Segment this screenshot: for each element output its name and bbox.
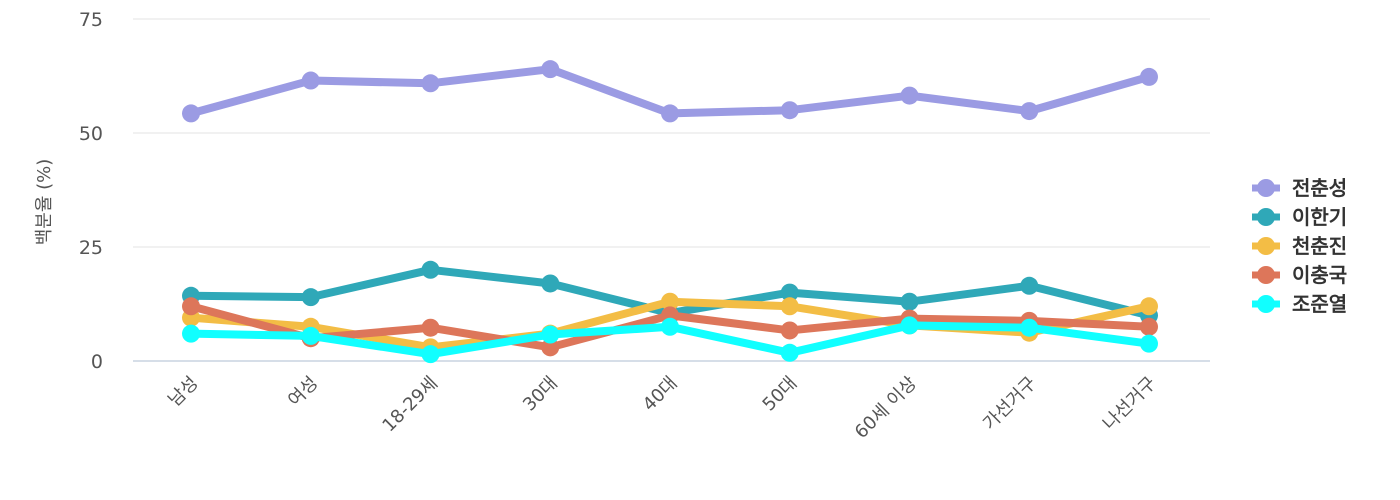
data-point <box>421 74 440 93</box>
x-category-label: 50대 <box>759 373 802 416</box>
legend-item: 조준열 <box>1252 292 1347 316</box>
x-category-label: 30대 <box>519 373 562 416</box>
legend-label: 천춘진 <box>1292 234 1347 258</box>
data-point <box>1020 276 1039 295</box>
data-point <box>780 283 799 302</box>
data-point <box>182 297 200 316</box>
grid <box>133 18 1210 362</box>
y-axis-title: 백분율 (%) <box>34 159 55 246</box>
legend-item: 천춘진 <box>1252 234 1347 258</box>
x-category-label: 남성 <box>164 373 202 411</box>
data-point <box>900 316 919 335</box>
data-point <box>421 345 440 364</box>
legend-label: 전춘성 <box>1292 176 1347 200</box>
data-point <box>1140 297 1158 316</box>
data-point <box>541 325 560 344</box>
legend-item: 전춘성 <box>1252 176 1347 200</box>
data-point <box>301 326 320 345</box>
data-point <box>1020 102 1039 121</box>
legend-swatch-marker <box>1257 208 1275 226</box>
data-point <box>1140 67 1158 86</box>
x-category-label: 60세 이상 <box>851 373 921 443</box>
legend-item: 이충국 <box>1252 263 1347 287</box>
data-point <box>182 104 200 123</box>
legend-label: 조준열 <box>1292 292 1347 316</box>
data-point <box>1140 334 1158 353</box>
x-category-label: 40대 <box>639 373 682 416</box>
legend-item: 이한기 <box>1252 205 1347 229</box>
x-category-label: 여성 <box>284 373 322 411</box>
data-point <box>182 324 200 343</box>
legend-swatch-marker <box>1257 295 1275 313</box>
data-point <box>780 343 799 362</box>
legend-label: 이충국 <box>1292 263 1347 287</box>
y-tick-label: 75 <box>79 9 103 31</box>
data-point <box>780 297 799 316</box>
data-point <box>421 318 440 337</box>
data-point <box>1020 318 1039 337</box>
legend-label: 이한기 <box>1292 205 1347 229</box>
y-tick-label: 50 <box>79 123 103 145</box>
data-point <box>661 292 679 311</box>
series <box>182 60 1158 123</box>
x-axis-categories: 남성 여성 18-29세 30대 40대 50대 60세 이상 가선거구 나선거구 <box>164 373 1160 443</box>
data-point <box>541 60 560 79</box>
data-point <box>421 260 440 279</box>
data-point <box>661 104 679 123</box>
data-point <box>301 288 320 307</box>
data-point <box>661 317 679 336</box>
y-tick-label: 25 <box>79 237 103 259</box>
data-point <box>900 292 919 311</box>
data-point <box>541 274 560 293</box>
x-category-label: 가선거구 <box>979 373 1041 435</box>
data-point <box>780 101 799 120</box>
y-tick-label: 0 <box>91 351 103 373</box>
x-category-label: 18-29세 <box>378 373 442 437</box>
x-category-label: 나선거구 <box>1099 373 1161 435</box>
legend-swatch-marker <box>1257 179 1275 197</box>
y-axis-ticks: 0 25 50 75 <box>79 9 103 373</box>
data-point <box>780 321 799 340</box>
data-point <box>1140 317 1158 336</box>
series-lines <box>182 60 1158 364</box>
data-point <box>301 71 320 90</box>
legend-swatch-marker <box>1257 237 1275 255</box>
series <box>182 316 1158 364</box>
data-point <box>900 86 919 105</box>
data-point <box>541 338 560 357</box>
legend-swatch-marker <box>1257 266 1275 284</box>
